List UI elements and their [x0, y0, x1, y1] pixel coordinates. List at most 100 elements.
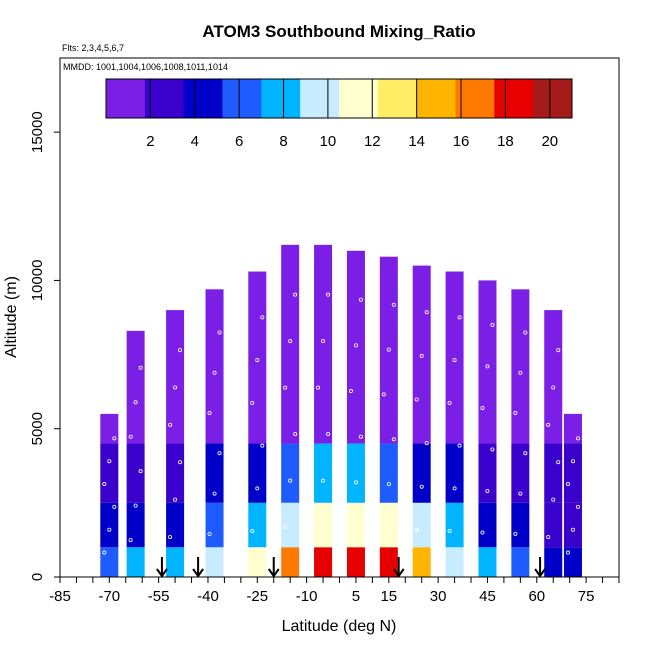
- heatmap-cell: [563, 443, 582, 503]
- observation-point: [283, 385, 288, 390]
- heatmap-cell: [126, 330, 145, 444]
- heatmap-cell: [478, 443, 497, 503]
- observation-point: [321, 339, 326, 344]
- heatmap-cell: [281, 547, 300, 577]
- observation-point: [480, 405, 485, 410]
- observation-point: [424, 441, 429, 446]
- observation-point: [133, 503, 138, 508]
- observation-point: [391, 302, 396, 307]
- heatmap-cell: [544, 443, 563, 503]
- heatmap-cell: [126, 502, 145, 548]
- observation-point: [217, 451, 222, 456]
- observation-point: [107, 459, 112, 464]
- heatmap-cell: [511, 502, 530, 548]
- heatmap-cell: [314, 443, 333, 503]
- heatmap-cell: [248, 502, 267, 548]
- heatmap-cell: [314, 244, 333, 444]
- heatmap-cell: [478, 502, 497, 548]
- observation-point: [207, 531, 212, 536]
- heatmap-cell: [166, 443, 185, 503]
- observation-point: [452, 358, 457, 363]
- heatmap-cell: [100, 502, 119, 548]
- observation-point: [414, 397, 419, 402]
- y-axis: 0 5000 10000 15000: [29, 111, 60, 581]
- observation-point: [523, 330, 528, 335]
- colorbar-swatch: [494, 79, 534, 118]
- observation-point: [168, 534, 173, 539]
- observation-point: [178, 348, 183, 353]
- heatmap-cell: [314, 547, 333, 577]
- y-tick-label: 10000: [29, 260, 46, 302]
- colorbar-tick-label: 16: [453, 133, 470, 150]
- heatmap-cell: [511, 547, 530, 577]
- heatmap-cell: [563, 502, 582, 548]
- observation-point: [107, 527, 112, 532]
- flights-label: Flts: 2,3,4,5,6,7: [62, 43, 124, 53]
- x-tick-label: -70: [98, 588, 120, 605]
- heatmap-cell: [248, 443, 267, 503]
- observation-point: [457, 443, 462, 448]
- heatmap-cell: [563, 413, 582, 444]
- profile-arrow-head: [156, 568, 168, 578]
- heatmap-cell: [205, 443, 224, 503]
- heatmap-cell: [412, 502, 431, 548]
- x-axis-label: Latitude (deg N): [282, 618, 397, 635]
- observation-points: [102, 292, 580, 555]
- observation-point: [173, 385, 178, 390]
- observation-point: [321, 478, 326, 483]
- x-tick-label: -55: [148, 588, 170, 605]
- heatmap-cell: [544, 502, 563, 548]
- observation-point: [546, 422, 551, 427]
- colorbar-swatch: [533, 79, 573, 118]
- heatmap-cell: [126, 547, 145, 577]
- colorbar-tick-label: 10: [320, 133, 337, 150]
- observation-point: [386, 347, 391, 352]
- observation-point: [283, 525, 288, 530]
- heatmap-cell: [314, 502, 333, 548]
- profile-arrows: [156, 557, 546, 578]
- observation-point: [348, 526, 353, 531]
- heatmap-cell: [544, 310, 563, 444]
- observation-point: [326, 292, 331, 297]
- observation-point: [260, 443, 265, 448]
- observation-point: [212, 370, 217, 375]
- observation-point: [452, 486, 457, 491]
- observation-point: [358, 434, 363, 439]
- colorbar-swatch: [144, 79, 185, 118]
- heatmap-cell: [544, 547, 563, 577]
- colorbar-frame: [105, 78, 573, 119]
- x-tick-label: 60: [528, 588, 545, 605]
- heatmap-cell: [100, 413, 119, 444]
- x-tick-label: -10: [296, 588, 318, 605]
- observation-point: [424, 310, 429, 315]
- heatmap-cell: [511, 289, 530, 444]
- heatmap-cell: [166, 502, 185, 548]
- colorbar-swatch: [416, 79, 456, 118]
- x-tick-label: 75: [578, 588, 595, 605]
- heatmap-cell: [100, 443, 119, 503]
- observation-point: [513, 411, 518, 416]
- observation-point: [570, 527, 575, 532]
- observation-point: [326, 432, 331, 437]
- observation-point: [112, 504, 117, 509]
- observation-point: [255, 486, 260, 491]
- heatmap-cell: [281, 443, 300, 503]
- colorbar-swatch: [339, 79, 379, 118]
- y-tick-label: 0: [29, 573, 46, 581]
- heatmap-cell: [166, 547, 185, 577]
- profile-arrow-head: [267, 568, 280, 578]
- observation-point: [457, 315, 462, 320]
- observation-point: [348, 389, 353, 394]
- observation-point: [546, 534, 551, 539]
- chart-title: ATOM3 Southbound Mixing_Ratio: [202, 22, 475, 41]
- dates-label: MMDD: 1001,1004,1006,1008,1011,1014: [63, 62, 228, 72]
- heatmap-cell: [478, 547, 497, 577]
- colorbar-tick-label: 20: [541, 133, 558, 150]
- observation-point: [490, 447, 495, 452]
- profile-arrow-head: [392, 568, 405, 578]
- observation-point: [513, 531, 518, 536]
- heatmap-cells: [100, 244, 582, 577]
- observation-point: [102, 482, 107, 487]
- heatmap-cell: [379, 443, 398, 503]
